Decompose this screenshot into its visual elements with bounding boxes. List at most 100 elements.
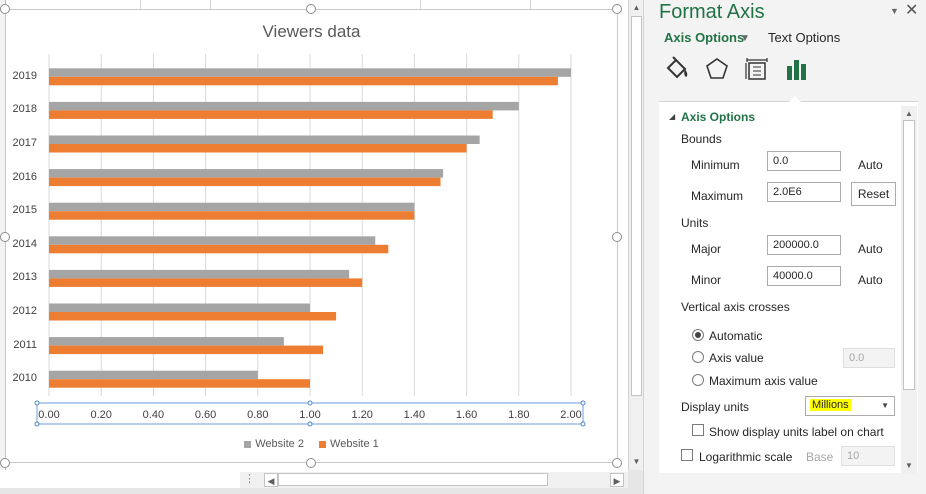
pentagon-icon[interactable] xyxy=(704,56,730,84)
pane-scroll-thumb[interactable] xyxy=(903,120,915,390)
axis-selection-handle[interactable] xyxy=(34,400,40,406)
legend-item-website-1[interactable]: Website 1 xyxy=(319,438,379,450)
scroll-up-icon[interactable]: ▲ xyxy=(632,3,641,12)
maximum-input[interactable]: 2.0E6 xyxy=(767,182,841,202)
major-auto-label: Auto xyxy=(858,242,883,256)
axis-selection-handle[interactable] xyxy=(34,421,40,427)
vertical-scroll-thumb[interactable] xyxy=(631,16,642,396)
chart-title[interactable]: Viewers data xyxy=(262,22,361,41)
resize-handle-top[interactable] xyxy=(306,4,316,14)
bar-website-2-2012[interactable] xyxy=(49,303,310,313)
size-properties-icon[interactable] xyxy=(744,56,770,84)
bar-website-1-2013[interactable] xyxy=(49,278,363,287)
bar-website-2-2017[interactable] xyxy=(49,135,480,145)
minor-unit-input[interactable]: 40000.0 xyxy=(767,266,841,286)
bar-website-1-2012[interactable] xyxy=(49,312,337,321)
bar-website-2-2010[interactable] xyxy=(49,370,258,380)
bar-website-2-2014[interactable] xyxy=(49,236,376,245)
radio-maximum-axis-value[interactable] xyxy=(692,374,704,386)
tick-label: 0.00 xyxy=(38,409,60,421)
bar-website-1-2014[interactable] xyxy=(49,244,389,254)
scroll-right-icon[interactable]: ▶ xyxy=(610,473,624,487)
category-label-2010: 2010 xyxy=(12,372,37,385)
chevron-down-icon[interactable]: ▼ xyxy=(740,33,750,44)
bar-website-2-2011[interactable] xyxy=(49,337,284,346)
bar-website-1-2016[interactable] xyxy=(49,177,441,187)
resize-handle-top-left[interactable] xyxy=(0,4,10,14)
radio-automatic[interactable] xyxy=(692,329,704,341)
vertical-scrollbar[interactable]: ▲ ▼ xyxy=(628,0,643,470)
chart-area[interactable]: Viewers data 2010 2011 2012 2013 2014 2015 201… xyxy=(5,9,618,463)
display-units-select[interactable]: Millions ▼ xyxy=(805,396,895,416)
display-units-label: Display units xyxy=(681,400,750,414)
bar-website-1-2018[interactable] xyxy=(49,110,493,119)
minimum-auto-label: Auto xyxy=(858,158,883,172)
scroll-left-icon[interactable]: ◀ xyxy=(264,473,278,487)
tab-axis-options[interactable]: Axis Options xyxy=(664,30,745,45)
chart-legend[interactable]: Website 2 Website 1 xyxy=(6,438,617,451)
section-axis-options[interactable]: Axis Options xyxy=(681,110,756,124)
resize-handle-bottom-right[interactable] xyxy=(612,458,622,468)
axis-selection-handle[interactable] xyxy=(307,421,313,427)
resize-handle-top-right[interactable] xyxy=(612,4,622,14)
category-label-2013: 2013 xyxy=(12,271,37,284)
horizontal-scroll-thumb[interactable] xyxy=(278,473,548,486)
scroll-up-icon[interactable]: ▲ xyxy=(905,109,913,118)
radio-axis-value-label[interactable]: Axis value xyxy=(709,351,764,365)
axis-selection-handle[interactable] xyxy=(307,400,313,406)
category-label-2019: 2019 xyxy=(12,69,37,82)
tick-label: 1.40 xyxy=(403,409,426,421)
tick-label: 0.60 xyxy=(194,409,217,421)
bar-website-2-2019[interactable] xyxy=(49,68,571,77)
bar-website-1-2015[interactable] xyxy=(49,211,415,220)
tick-label: 0.40 xyxy=(142,409,165,421)
resize-handle-left[interactable] xyxy=(0,232,10,242)
bar-website-2-2013[interactable] xyxy=(49,269,350,279)
base-label: Base xyxy=(806,450,834,464)
pane-scrollbar[interactable]: ▲ ▼ xyxy=(901,106,917,474)
logarithmic-scale-label[interactable]: Logarithmic scale xyxy=(699,450,793,464)
collapse-triangle-icon[interactable]: ◢ xyxy=(669,112,676,121)
base-input[interactable]: 10 xyxy=(841,446,895,466)
resize-handle-right[interactable] xyxy=(612,232,622,242)
scroll-down-icon[interactable]: ▼ xyxy=(905,461,913,470)
minimum-label: Minimum xyxy=(691,158,740,172)
scroll-down-icon[interactable]: ▼ xyxy=(632,457,641,466)
bar-website-1-2017[interactable] xyxy=(49,144,467,153)
category-label-2016: 2016 xyxy=(12,170,37,183)
logarithmic-scale-checkbox[interactable] xyxy=(681,449,693,461)
pane-options-dropdown-icon[interactable]: ▼ xyxy=(890,6,899,16)
show-units-label[interactable]: Show display units label on chart xyxy=(709,425,884,439)
bar-website-2-2016[interactable] xyxy=(49,169,444,178)
bar-website-2-2015[interactable] xyxy=(49,202,415,212)
radio-automatic-label[interactable]: Automatic xyxy=(709,329,763,343)
axis-selection-handle[interactable] xyxy=(580,400,586,406)
bar-website-2-2018[interactable] xyxy=(49,101,519,111)
fill-bucket-icon[interactable] xyxy=(664,56,690,84)
close-icon[interactable]: ✕ xyxy=(905,2,919,19)
major-unit-input[interactable]: 200000.0 xyxy=(767,235,841,255)
radio-maximum-axis-value-label[interactable]: Maximum axis value xyxy=(709,374,818,388)
resize-handle-bottom[interactable] xyxy=(306,458,316,468)
tick-label: 2.00 xyxy=(560,409,582,421)
axis-value-input[interactable]: 0.0 xyxy=(843,348,895,368)
chevron-down-icon: ▼ xyxy=(881,401,889,410)
legend-item-website-2[interactable]: Website 2 xyxy=(244,438,304,450)
bar-chart-icon[interactable] xyxy=(784,56,810,84)
legend-label-website-2: Website 2 xyxy=(255,438,304,450)
minimum-input[interactable]: 0.0 xyxy=(767,151,841,171)
bar-website-1-2019[interactable] xyxy=(49,76,558,86)
maximum-reset-button[interactable]: Reset xyxy=(851,182,896,206)
plot-area[interactable] xyxy=(6,10,619,464)
resize-handle-bottom-left[interactable] xyxy=(0,458,10,468)
show-units-checkbox[interactable] xyxy=(692,424,704,436)
radio-axis-value[interactable] xyxy=(692,351,704,363)
tab-text-options[interactable]: Text Options xyxy=(768,30,841,45)
category-label-2012: 2012 xyxy=(12,305,37,317)
horizontal-scrollbar[interactable]: ⋮ ◀ ▶ xyxy=(240,472,628,488)
splitter-grip-icon[interactable]: ⋮ xyxy=(244,473,255,485)
bar-website-1-2010[interactable] xyxy=(49,379,310,388)
axis-selection-handle[interactable] xyxy=(580,421,586,427)
category-label-2015: 2015 xyxy=(12,204,37,217)
bar-website-1-2011[interactable] xyxy=(49,345,324,355)
